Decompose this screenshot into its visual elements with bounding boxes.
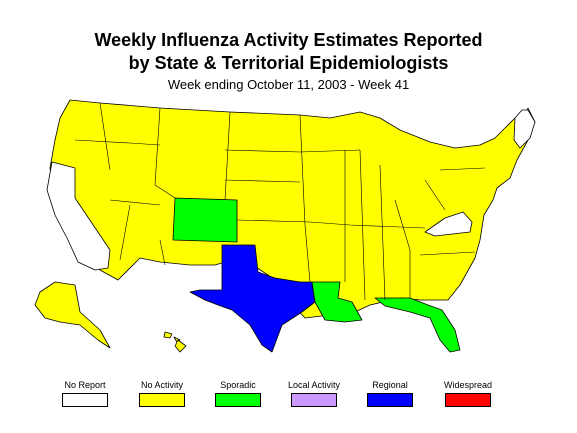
legend-regional-label: Regional [372, 380, 408, 390]
legend-no-report-swatch [62, 393, 108, 407]
legend-no-activity-label: No Activity [140, 380, 183, 390]
legend-widespread-label: Widespread [443, 380, 493, 390]
state-louisiana [311, 281, 363, 323]
map-title-line2: by State & Territorial Epidemiologists [128, 53, 449, 73]
legend-no-report: No Report [45, 379, 125, 407]
state-alaska [34, 281, 111, 349]
legend-regional: Regional [350, 379, 430, 407]
legend-no-activity: No Activity [122, 379, 202, 407]
map-title-line1: Weekly Influenza Activity Estimates Repo… [94, 30, 483, 50]
legend-widespread-swatch [445, 393, 491, 407]
legend-no-activity-swatch [139, 393, 185, 407]
legend-regional-swatch [367, 393, 413, 407]
legend-widespread: Widespread [428, 379, 508, 407]
state-texas [189, 244, 316, 353]
legend-no-report-label: No Report [64, 380, 106, 390]
state-florida [374, 297, 461, 353]
state-maine [513, 109, 536, 149]
legend-sporadic: Sporadic [198, 379, 278, 407]
state-hawaii [163, 331, 187, 353]
state-virginia [424, 211, 473, 237]
legend-sporadic-label: Sporadic [220, 380, 256, 390]
state-colorado [172, 197, 238, 243]
legend-local-activity-swatch [291, 393, 337, 407]
legend-local-activity: Local Activity [274, 379, 354, 407]
map-subtitle: Week ending October 11, 2003 - Week 41 [167, 77, 410, 92]
legend-local-activity-label: Local Activity [287, 380, 341, 390]
legend-sporadic-swatch [215, 393, 261, 407]
contiguous-us [49, 99, 536, 319]
state-california [46, 161, 111, 271]
